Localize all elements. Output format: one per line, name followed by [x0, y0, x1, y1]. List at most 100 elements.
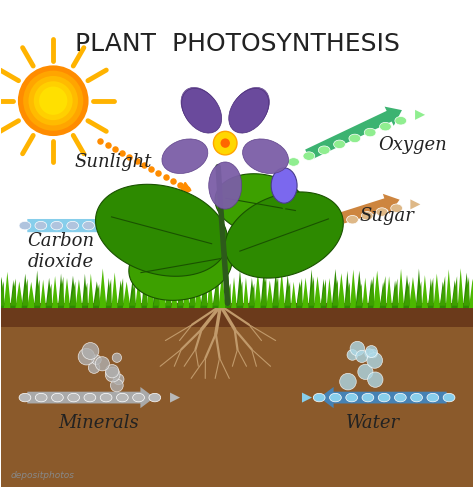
Ellipse shape	[271, 168, 297, 203]
Polygon shape	[249, 283, 255, 306]
Circle shape	[220, 138, 230, 148]
Circle shape	[95, 357, 109, 371]
Point	[162, 173, 169, 181]
Circle shape	[18, 65, 89, 136]
Polygon shape	[165, 278, 172, 306]
Text: depositphotos: depositphotos	[11, 471, 75, 480]
Ellipse shape	[376, 208, 388, 216]
Ellipse shape	[52, 393, 64, 402]
Polygon shape	[302, 278, 309, 308]
Polygon shape	[75, 279, 82, 308]
Polygon shape	[165, 281, 172, 308]
Polygon shape	[22, 279, 28, 306]
Polygon shape	[249, 278, 255, 308]
Point	[97, 137, 104, 145]
Polygon shape	[380, 276, 386, 306]
Polygon shape	[320, 279, 327, 308]
Polygon shape	[225, 192, 343, 278]
Text: PLANT  PHOTOSYNTHESIS: PLANT PHOTOSYNTHESIS	[74, 32, 400, 56]
FancyArrow shape	[27, 214, 150, 237]
Polygon shape	[154, 282, 160, 306]
Ellipse shape	[361, 212, 373, 220]
Polygon shape	[416, 281, 422, 306]
Polygon shape	[374, 271, 381, 308]
Polygon shape	[129, 279, 136, 308]
Polygon shape	[106, 278, 112, 308]
Ellipse shape	[231, 88, 269, 130]
Polygon shape	[213, 276, 219, 306]
Ellipse shape	[82, 221, 94, 230]
Polygon shape	[296, 282, 303, 308]
Circle shape	[112, 353, 121, 362]
Circle shape	[106, 365, 119, 378]
Polygon shape	[344, 282, 350, 306]
Ellipse shape	[303, 152, 315, 160]
Polygon shape	[277, 195, 291, 211]
Point	[176, 181, 184, 189]
Polygon shape	[117, 280, 124, 308]
Ellipse shape	[334, 140, 346, 148]
Polygon shape	[69, 276, 77, 308]
Polygon shape	[0, 277, 5, 308]
Ellipse shape	[115, 221, 126, 230]
Polygon shape	[428, 278, 434, 308]
Polygon shape	[189, 278, 196, 308]
Ellipse shape	[318, 146, 330, 154]
Ellipse shape	[317, 223, 329, 231]
Bar	[1, 313, 473, 487]
Point	[155, 169, 162, 177]
Circle shape	[347, 350, 358, 360]
Polygon shape	[356, 271, 363, 308]
Ellipse shape	[332, 219, 344, 228]
Polygon shape	[266, 281, 273, 308]
Polygon shape	[64, 278, 70, 308]
Polygon shape	[433, 274, 440, 308]
Ellipse shape	[313, 393, 325, 402]
Polygon shape	[285, 282, 291, 306]
Text: Oxygen: Oxygen	[378, 136, 447, 154]
Ellipse shape	[99, 221, 110, 230]
Polygon shape	[368, 276, 374, 306]
Circle shape	[369, 350, 377, 358]
Circle shape	[28, 76, 78, 125]
Circle shape	[34, 81, 73, 120]
Text: Sunlight: Sunlight	[74, 153, 152, 171]
Polygon shape	[439, 281, 446, 308]
Circle shape	[340, 373, 356, 390]
Circle shape	[105, 367, 120, 382]
Polygon shape	[440, 276, 446, 306]
Polygon shape	[153, 269, 160, 308]
Polygon shape	[10, 279, 17, 306]
Polygon shape	[291, 282, 297, 308]
Polygon shape	[386, 276, 392, 308]
Polygon shape	[272, 272, 279, 308]
Ellipse shape	[84, 393, 96, 402]
Polygon shape	[332, 280, 338, 306]
Polygon shape	[135, 278, 142, 308]
Polygon shape	[457, 268, 464, 308]
Ellipse shape	[288, 231, 300, 239]
Ellipse shape	[410, 393, 422, 402]
Polygon shape	[142, 275, 147, 308]
Ellipse shape	[243, 139, 289, 174]
Point	[133, 156, 140, 164]
Polygon shape	[27, 282, 35, 308]
Polygon shape	[46, 278, 53, 308]
Polygon shape	[446, 269, 452, 308]
Polygon shape	[368, 279, 374, 308]
Polygon shape	[88, 274, 94, 308]
Polygon shape	[40, 280, 46, 308]
Ellipse shape	[395, 117, 407, 125]
Polygon shape	[96, 184, 228, 276]
Polygon shape	[129, 284, 136, 306]
Polygon shape	[314, 276, 321, 308]
Polygon shape	[332, 269, 339, 308]
Polygon shape	[297, 278, 303, 306]
Polygon shape	[309, 277, 315, 306]
Polygon shape	[392, 281, 398, 308]
Polygon shape	[58, 274, 64, 308]
Circle shape	[91, 355, 101, 365]
Polygon shape	[0, 281, 4, 306]
Polygon shape	[273, 276, 279, 306]
Ellipse shape	[288, 158, 300, 166]
